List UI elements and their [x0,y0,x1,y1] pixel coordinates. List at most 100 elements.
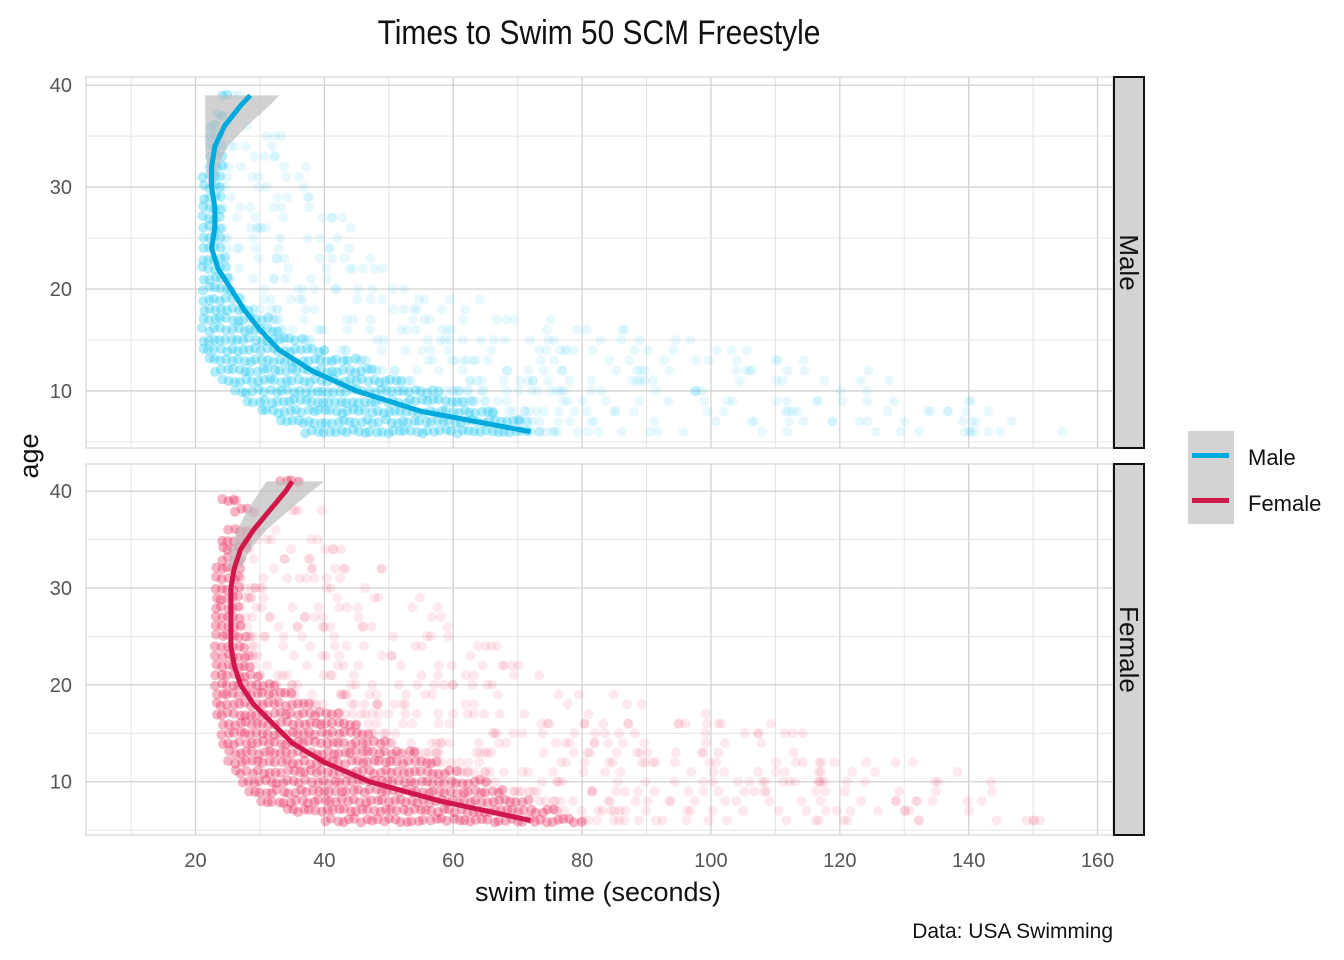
scatter-point [332,406,343,417]
scatter-point [716,718,727,729]
scatter-point [444,765,455,776]
scatter-point [412,797,423,808]
scatter-point [222,243,233,254]
scatter-point [815,767,826,778]
scatter-point [405,394,416,405]
scatter-point [338,660,349,671]
scatter-point [493,787,504,798]
scatter-point [425,416,436,427]
scatter-point [203,213,214,224]
scatter-point [309,573,320,584]
scatter-point [304,698,315,709]
scatter-point [350,699,361,710]
scatter-point [782,365,793,376]
scatter-point [271,253,282,264]
scatter-point [355,355,366,366]
scatter-point [614,728,625,739]
scatter-point [269,698,280,709]
scatter-point [1028,815,1039,826]
scatter-point [275,233,286,244]
scatter-point [338,355,349,366]
scatter-point [560,737,571,748]
scatter-point [231,765,242,776]
scatter-point [759,786,770,797]
scatter-point [387,284,398,294]
scatter-point [271,314,282,325]
scatter-point [420,805,431,816]
scatter-point [289,344,300,355]
scatter-point [482,679,493,690]
scatter-point [344,720,355,731]
scatter-point [236,717,247,728]
scatter-point [362,414,373,425]
y-tick-label: 20 [50,279,72,301]
scatter-point [241,374,252,385]
scatter-point [470,396,481,407]
scatter-point [260,631,271,642]
y-tick-label: 30 [50,578,72,600]
scatter-point [264,738,275,749]
scatter-point [550,796,561,807]
scatter-point [234,641,245,652]
scatter-point [913,815,924,826]
scatter-point [553,814,564,825]
scatter-point [583,426,594,437]
scatter-point [321,573,332,584]
scatter-point [410,756,421,767]
scatter-point [278,212,289,223]
scatter-point [445,334,456,345]
scatter-point [416,670,427,681]
scatter-point [359,787,370,798]
scatter-point [470,355,481,366]
scatter-point [377,365,388,376]
scatter-point [779,728,790,739]
scatter-point [204,294,215,305]
scatter-point [468,699,479,710]
scatter-point [255,304,266,315]
scatter-point [264,679,275,690]
scatter-point [586,385,597,396]
scatter-point [632,375,643,386]
scatter-point [359,641,370,652]
scatter-point [772,355,783,366]
scatter-point [387,737,398,748]
scatter-point [227,303,238,314]
scatter-point [367,418,378,429]
scatter-point [536,718,547,729]
scatter-point [417,428,428,439]
scatter-point [713,786,724,797]
scatter-point [407,718,418,729]
scatter-point [251,727,262,738]
scatter-point [819,776,830,787]
scatter-point [469,407,480,418]
scatter-point [241,738,252,749]
scatter-point [487,786,498,797]
scatter-point [608,815,619,826]
scatter-point [332,592,343,603]
scatter-point [696,747,707,758]
scatter-point [239,697,250,708]
scatter-point [446,385,457,396]
scatter-point [252,650,263,661]
scatter-point [409,304,420,315]
scatter-point [350,679,361,690]
scatter-point [254,670,265,681]
scatter-point [600,396,611,407]
scatter-point [561,757,572,768]
scatter-point [462,767,473,778]
scatter-point [308,785,319,796]
scatter-point [629,728,640,739]
scatter-point [303,736,314,747]
scatter-point [433,386,444,397]
scatter-point [287,415,298,426]
scatter-point [399,425,410,436]
scatter-point [246,592,257,603]
scatter-point [369,374,380,385]
scatter-point [513,660,524,671]
scatter-point [221,699,232,710]
scatter-point [394,426,405,437]
scatter-point [236,573,247,584]
scatter-point [320,816,331,827]
scatter-point [579,757,590,768]
